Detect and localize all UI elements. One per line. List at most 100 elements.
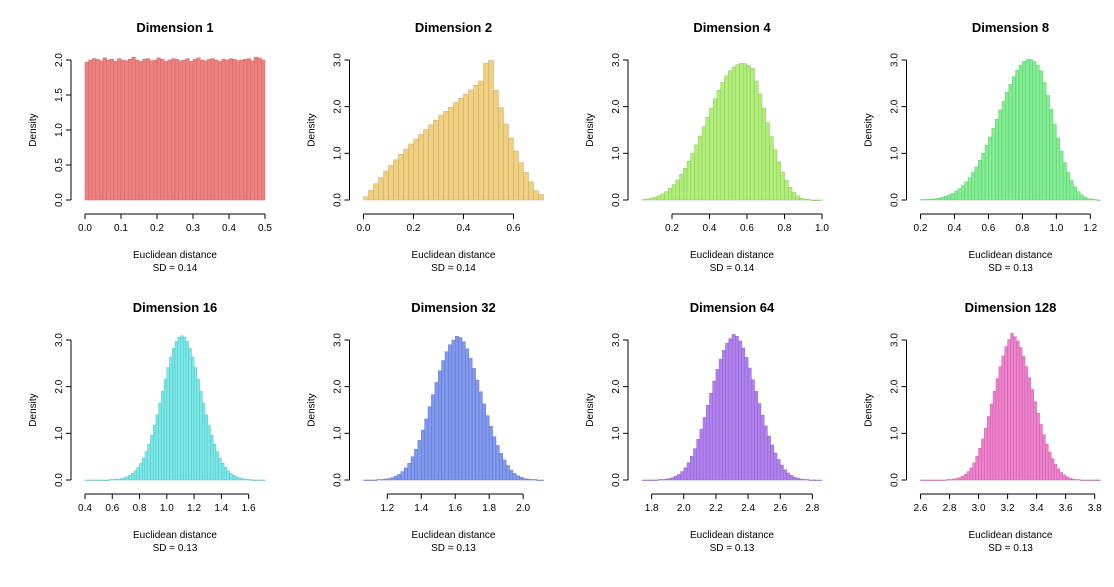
- histogram-bar: [207, 59, 212, 201]
- x-axis: 1.2 1.4 1.6 1.8 2.0: [380, 493, 531, 514]
- histogram-bar: [122, 477, 127, 481]
- histogram-bar: [387, 478, 391, 481]
- histogram-bar: [696, 439, 701, 481]
- x-tick-label: 1.8: [645, 503, 659, 514]
- y-tick-label: 3.0: [611, 53, 622, 67]
- histogram-bar: [1008, 84, 1013, 201]
- histogram-bar: [433, 119, 439, 201]
- histogram-bar: [390, 477, 395, 481]
- histogram-bar: [210, 58, 215, 201]
- histogram-bar: [757, 403, 762, 481]
- histogram-bar: [773, 452, 778, 481]
- histogram-bar: [972, 462, 976, 481]
- histogram-bar: [808, 479, 813, 481]
- histogram-bar: [940, 196, 945, 201]
- x-tick-label: 2.0: [516, 503, 530, 514]
- x-tick-label: 2.8: [943, 503, 957, 514]
- histogram-bar: [139, 462, 143, 481]
- histogram-bar: [1010, 333, 1014, 481]
- histogram-bar: [796, 477, 800, 481]
- y-tick-label: 0.0: [54, 473, 65, 487]
- histogram-bar: [420, 429, 425, 481]
- x-axis: 0.4 0.6 0.8 1.0 1.2 1.4 1.6: [78, 493, 256, 514]
- histogram-bar: [750, 68, 755, 201]
- histogram-bar: [1035, 64, 1040, 201]
- histogram-bar: [713, 98, 718, 201]
- histogram-bar: [1011, 76, 1016, 201]
- x-tick-label: 2.6: [773, 503, 787, 514]
- histogram-bar: [538, 194, 544, 201]
- histogram-bar: [503, 123, 509, 201]
- histogram-bar: [413, 139, 419, 201]
- y-axis-label: Density: [28, 113, 39, 146]
- y-axis: 0.0 1.0 2.0 3.0: [611, 53, 629, 207]
- histogram-bar: [705, 117, 710, 201]
- histogram-bar: [926, 479, 930, 481]
- y-tick-label: 1.0: [890, 426, 901, 440]
- x-tick-label: 0.2: [665, 223, 679, 234]
- histogram-bar: [145, 58, 151, 201]
- y-axis-label: Density: [28, 393, 39, 426]
- histogram-bar: [533, 190, 539, 201]
- histogram-bar: [199, 59, 205, 201]
- histogram-bar: [1042, 434, 1046, 481]
- histogram-bar: [786, 472, 791, 481]
- x-tick-label: 0.2: [407, 223, 421, 234]
- histogram-bar: [461, 341, 466, 481]
- histogram-bar: [253, 479, 258, 481]
- histogram-bar: [978, 448, 982, 481]
- histogram-bar: [966, 471, 971, 481]
- histogram-bar: [488, 426, 493, 481]
- histogram-bar: [957, 477, 962, 481]
- x-tick-label: 0.6: [105, 503, 119, 514]
- panel-title: Dimension 16: [133, 300, 218, 315]
- y-axis-label: Density: [585, 113, 596, 146]
- histogram-bar: [651, 479, 656, 481]
- x-tick-label: 0.4: [78, 503, 92, 514]
- histogram-bar: [971, 172, 976, 201]
- y-axis: 0.0 0.5 1.0 1.5 2.0: [54, 53, 72, 207]
- histogram-bar: [388, 165, 394, 201]
- histogram-bar: [256, 479, 260, 481]
- histogram-bar: [1045, 95, 1050, 201]
- histogram-bar: [202, 402, 206, 481]
- histogram-bar: [670, 477, 675, 481]
- histogram-bar: [163, 378, 168, 481]
- histogram-bar: [735, 64, 740, 201]
- histogram-bar: [690, 153, 695, 201]
- histogram-bar: [780, 171, 785, 201]
- histogram-bar: [725, 343, 730, 481]
- histogram-bar: [991, 127, 996, 201]
- histogram-bar: [741, 347, 746, 481]
- histogram-bar: [728, 70, 733, 201]
- histogram-bar: [763, 425, 768, 481]
- sd-annotation: SD = 0.13: [431, 543, 476, 554]
- x-axis-label: Euclidean distance: [133, 250, 217, 261]
- histogram-bar: [257, 57, 262, 201]
- histogram-bar: [84, 479, 88, 481]
- x-tick-label: 1.2: [187, 503, 201, 514]
- histogram-bar: [192, 59, 197, 201]
- histogram-bar: [142, 457, 146, 481]
- histogram-bar: [812, 479, 816, 481]
- histogram-bar: [259, 479, 263, 481]
- histogram-bar: [931, 479, 936, 481]
- histogram-bar: [454, 336, 459, 481]
- x-tick-label: 3.6: [1059, 503, 1073, 514]
- histogram-bar: [473, 84, 479, 201]
- histogram-bar: [1066, 172, 1071, 201]
- panel-title: Dimension 128: [965, 300, 1057, 315]
- histogram-bar: [1082, 479, 1087, 481]
- histogram-bar: [437, 370, 442, 481]
- histogram-bar: [739, 63, 744, 201]
- histogram-bar: [234, 476, 238, 481]
- histogram-bar: [117, 478, 121, 481]
- histogram-bar: [373, 183, 379, 201]
- histogram-bar: [981, 153, 986, 201]
- histogram-bar: [363, 479, 368, 481]
- histogram-bar: [1025, 59, 1030, 201]
- histogram-bar: [488, 60, 494, 201]
- histogram-bar: [937, 197, 942, 201]
- histogram-bar: [701, 126, 706, 201]
- histogram-bar: [214, 59, 219, 201]
